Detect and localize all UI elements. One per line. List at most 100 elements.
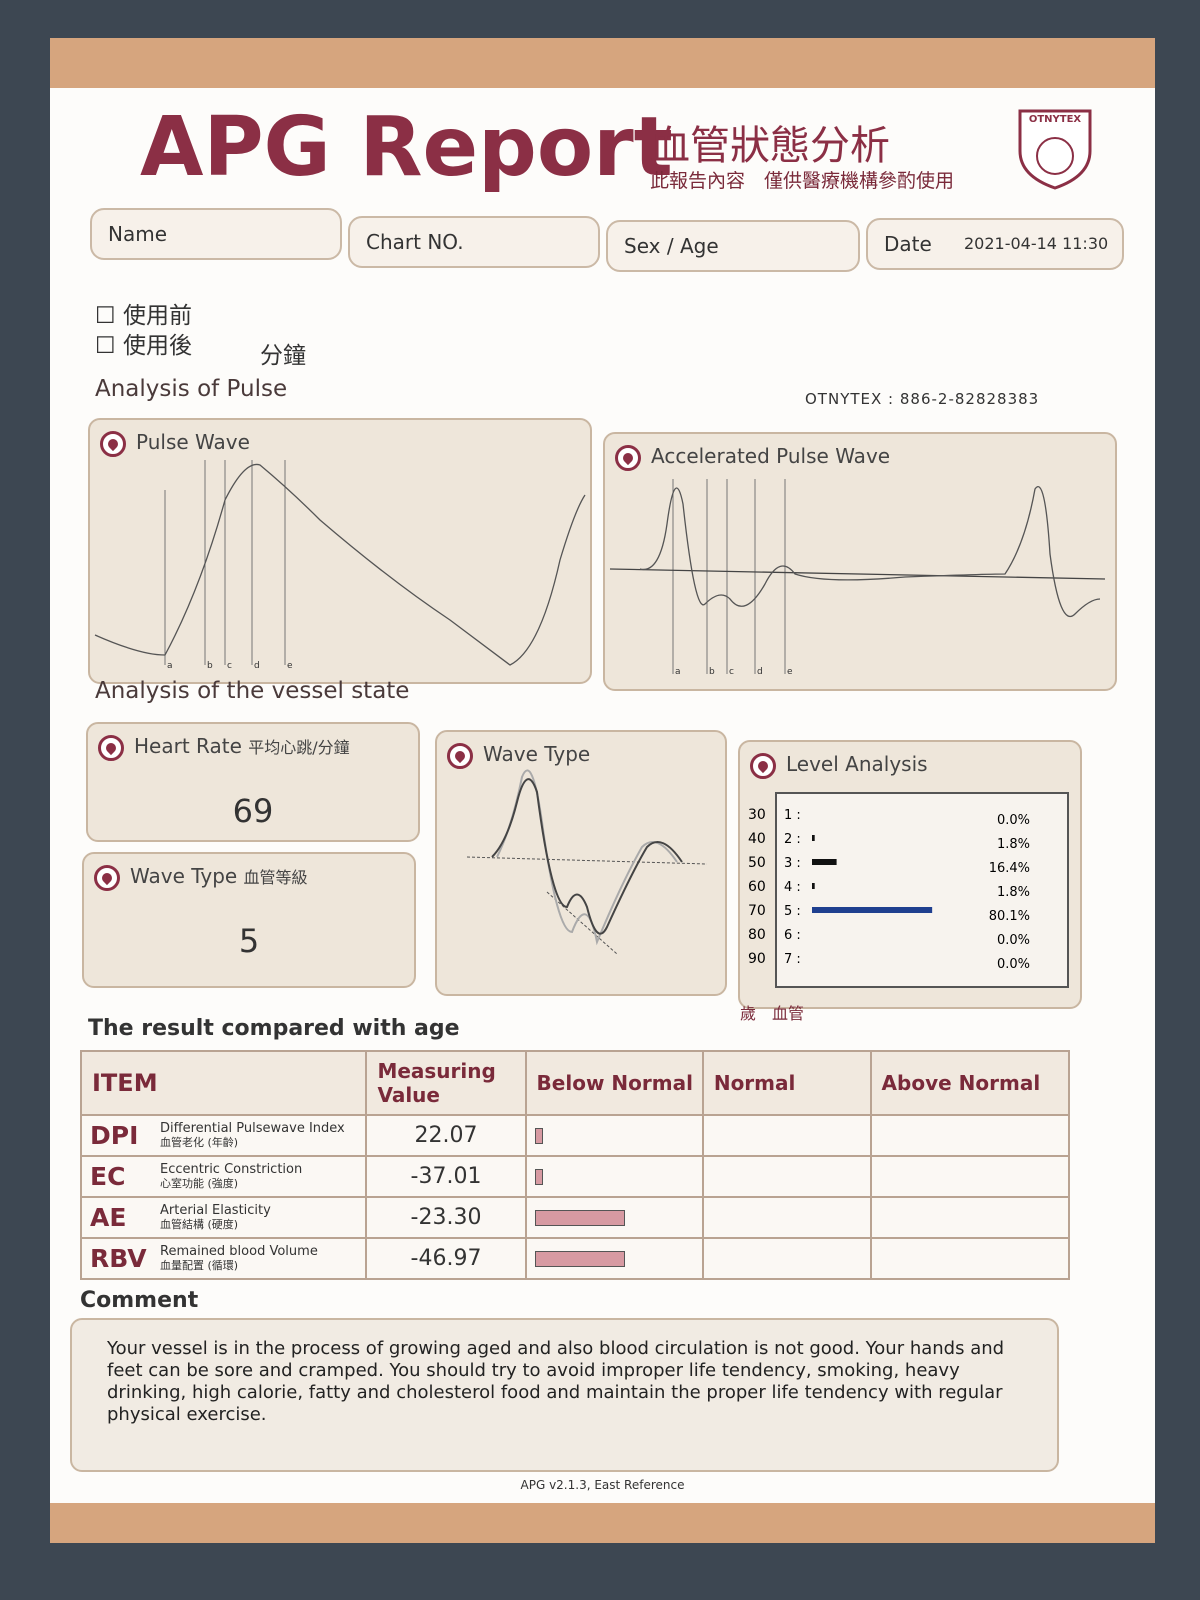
logo: OTNYTEX <box>1018 109 1092 190</box>
column-header: Normal <box>701 1049 872 1117</box>
level-value: 1.8% <box>997 837 1030 852</box>
field-value: 2021-04-14 11:30 <box>964 234 1109 253</box>
level-frame <box>775 792 1069 988</box>
above-cell <box>869 1196 1071 1240</box>
level-bar <box>812 883 815 889</box>
above-cell <box>869 1155 1071 1199</box>
item-code: EC <box>90 1162 126 1192</box>
normal-cell <box>701 1196 872 1240</box>
subtitle: 此報告內容 僅供醫療機構參酌使用 <box>650 170 955 192</box>
report: APG Report 血管狀態分析 此報告內容 僅供醫療機構參酌使用 OTNYT… <box>50 38 1155 1543</box>
level-footer: 歲 血管 <box>740 1004 805 1023</box>
level-label: 7 : <box>784 952 801 967</box>
title: APG Report <box>140 100 673 195</box>
wave-marker: e <box>787 667 793 677</box>
level-label: 4 : <box>784 880 801 895</box>
level-value: 0.0% <box>997 813 1030 828</box>
age-label: 50 <box>748 855 766 871</box>
level-value: 16.4% <box>989 861 1030 876</box>
level-value: 80.1% <box>989 909 1030 924</box>
range-bar <box>534 1168 543 1185</box>
measuring-value: -46.97 <box>365 1237 527 1280</box>
item-code: AE <box>90 1203 127 1233</box>
field: Chart NO. <box>348 216 600 268</box>
measuring-value: -23.30 <box>365 1196 527 1240</box>
item-name-cn: 心室功能 (強度) <box>160 1176 239 1190</box>
item-name: Eccentric Constriction <box>160 1161 303 1177</box>
section-title: Analysis of Pulse <box>95 376 288 402</box>
panel-title: Wave Type 血管等級 <box>94 864 308 891</box>
column-header: Above Normal <box>869 1049 1071 1117</box>
level-label: 1 : <box>784 808 801 823</box>
level-bar <box>812 907 933 913</box>
range-bar <box>534 1127 543 1144</box>
column-header: Measuring Value <box>365 1049 527 1117</box>
item-name-cn: 血管結構 (硬度) <box>160 1217 239 1231</box>
panel-title: Wave Type <box>447 742 590 769</box>
item-code: DPI <box>90 1121 139 1151</box>
field: Name <box>90 208 342 260</box>
wave-type-level-panel: Wave Type 血管等級 5 <box>82 852 416 988</box>
checkbox: ☐ 使用前 <box>95 303 192 329</box>
level-label: 6 : <box>784 928 801 943</box>
item-name: Arterial Elasticity <box>160 1202 271 1218</box>
item-desc: Remained blood Volume 血量配置 (循環) <box>160 1244 318 1273</box>
comparison-table: ITEM Measuring Value Below Normal Normal Abo… <box>79 1049 1071 1280</box>
item-name-cn: 血量配置 (循環) <box>160 1258 239 1272</box>
wave-type-chart <box>466 769 708 955</box>
item-desc: Differential Pulsewave Index 血管老化 (年齡) <box>160 1120 345 1150</box>
checkbox: ☐ 使用後 <box>95 333 192 359</box>
age-label: 40 <box>748 831 766 847</box>
panel-title: Accelerated Pulse Wave <box>615 444 890 471</box>
level-value: 0.0% <box>997 957 1030 972</box>
wave-marker: a <box>675 667 681 677</box>
normal-cell <box>701 1114 872 1158</box>
measuring-value: -37.01 <box>365 1155 527 1199</box>
item-desc: Eccentric Constriction 心室功能 (強度) <box>160 1161 303 1191</box>
wave-type-panel: Wave Type <box>435 730 727 996</box>
wave-type-value: 5 <box>238 922 260 960</box>
measuring-value: 22.07 <box>365 1114 527 1158</box>
table-row: EC Eccentric Constriction 心室功能 (強度) -37.01 <box>79 1155 1071 1199</box>
level-label: 3 : <box>784 856 801 871</box>
title-cn: 血管狀態分析 <box>650 123 890 169</box>
wave-marker: d <box>757 667 763 677</box>
table-row: DPI Differential Pulsewave Index 血管老化 (年齡)… <box>79 1114 1071 1158</box>
pulse-wave: a b c d e <box>94 460 586 671</box>
item-name-cn: 血管老化 (年齡) <box>160 1135 239 1149</box>
accelerated-wave-panel: Accelerated Pulse Wave a b c d e <box>603 432 1117 691</box>
column-header: Below Normal <box>524 1049 704 1117</box>
field-label: Sex / Age <box>624 234 719 258</box>
field-label: Date <box>884 232 932 256</box>
wave-marker: b <box>207 661 213 671</box>
item-desc: Arterial Elasticity 血管結構 (硬度) <box>160 1202 271 1232</box>
panel-title: Heart Rate 平均心跳/分鐘 <box>98 734 350 761</box>
section-title: The result compared with age <box>88 1016 460 1041</box>
item-name: Differential Pulsewave Index <box>160 1120 345 1136</box>
normal-cell <box>701 1155 872 1199</box>
pulse-wave-panel: Pulse Wave a b c d e <box>88 418 592 684</box>
logo-text: OTNYTEX <box>1029 114 1082 125</box>
wave-marker: b <box>709 667 715 677</box>
top-band <box>50 38 1155 88</box>
column-header: ITEM <box>79 1049 368 1117</box>
age-label: 60 <box>748 879 766 895</box>
comment-text: Your vessel is in the process of growing… <box>107 1338 1005 1425</box>
item-cell: DPI Differential Pulsewave Index 血管老化 (年齡) <box>79 1114 368 1158</box>
field: Date 2021-04-14 11:30 <box>866 218 1124 270</box>
level-bar <box>812 835 815 841</box>
below-cell <box>524 1196 704 1240</box>
age-label: 30 <box>748 807 766 823</box>
wave-marker: e <box>287 661 293 671</box>
above-cell <box>869 1114 1071 1158</box>
accelerated-wave: a b c d e <box>609 479 1106 677</box>
item-cell: RBV Remained blood Volume 血量配置 (循環) <box>79 1237 368 1280</box>
level-value: 1.8% <box>997 885 1030 900</box>
table-row: AE Arterial Elasticity 血管結構 (硬度) -23.30 <box>79 1196 1071 1240</box>
level-bars: 30 1 : 0.0% 40 2 : 1.8% 50 3 : 16.4% 60 4 : 1.8% 70 5… <box>748 807 1030 972</box>
level-value: 0.0% <box>997 933 1030 948</box>
normal-cell <box>701 1237 872 1280</box>
minutes-label: 分鐘 <box>260 343 306 369</box>
level-label: 5 : <box>784 904 801 919</box>
